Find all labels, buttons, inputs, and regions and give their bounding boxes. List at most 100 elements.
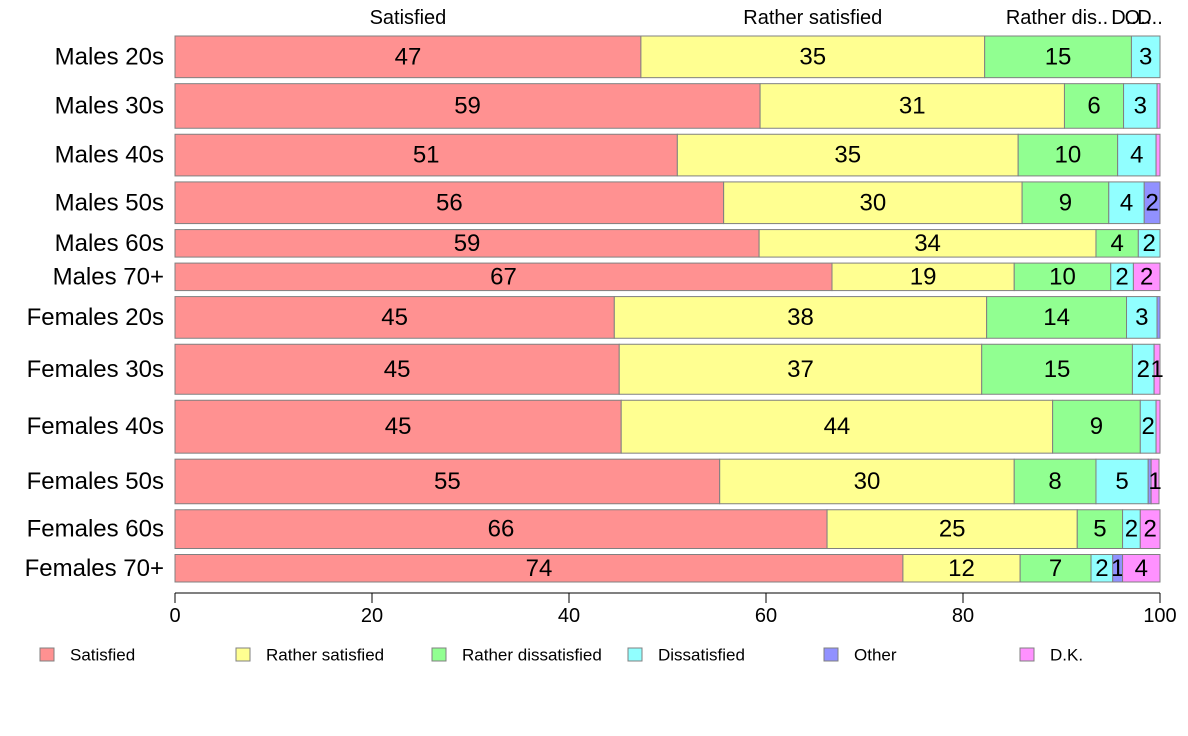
data-label: 9 xyxy=(1090,413,1103,440)
bar-segment-7-5 xyxy=(1156,296,1161,339)
data-label: 38 xyxy=(787,304,814,331)
data-label: 66 xyxy=(488,516,515,543)
bar-segment-8-1 xyxy=(174,343,620,395)
bar-segment-11-6 xyxy=(1139,509,1161,549)
bar-segment-4-2 xyxy=(723,181,1023,225)
data-label: 8 xyxy=(1048,468,1061,495)
data-label: 35 xyxy=(834,142,861,169)
data-label: 2 xyxy=(1115,263,1128,290)
bar-segment-4-1 xyxy=(174,181,725,225)
data-label: 5 xyxy=(1093,516,1106,543)
data-label: 45 xyxy=(384,356,411,383)
data-label: 10 xyxy=(1055,142,1082,169)
bar-segment-7-2 xyxy=(613,296,988,339)
data-label: 15 xyxy=(1045,43,1072,70)
legend-label: Satisfied xyxy=(70,646,135,665)
data-label: 59 xyxy=(454,92,481,119)
category-label: Males 40s xyxy=(55,142,164,169)
bar-segment-4-5 xyxy=(1143,181,1161,225)
bar-segment-2-2 xyxy=(759,83,1065,129)
data-label: 2 xyxy=(1142,413,1155,440)
bar-segment-12-6 xyxy=(1122,554,1161,583)
bar-segment-2-1 xyxy=(174,83,761,129)
column-header: Satisfied xyxy=(370,7,447,29)
category-label: Males 50s xyxy=(55,189,164,216)
x-tick-label: 60 xyxy=(755,605,777,627)
bar-segment-1-4 xyxy=(1130,35,1161,79)
bar-segment-1-3 xyxy=(984,35,1132,79)
bar-segment-10-6 xyxy=(1150,458,1160,505)
category-label: Males 70+ xyxy=(53,263,164,290)
legend-label: Other xyxy=(854,646,897,665)
category-label: Females 70+ xyxy=(25,555,164,582)
data-label: 44 xyxy=(824,413,851,440)
legend-swatch xyxy=(431,647,447,662)
data-label: 56 xyxy=(436,189,463,216)
x-tick-label: 80 xyxy=(952,605,974,627)
data-label: 2 xyxy=(1095,555,1108,582)
data-label: 45 xyxy=(385,413,412,440)
data-label: 30 xyxy=(860,189,887,216)
bar-segment-7-4 xyxy=(1126,296,1158,339)
data-label: 19 xyxy=(910,263,937,290)
column-header: D.. xyxy=(1111,7,1137,29)
data-label: 2 xyxy=(1125,516,1138,543)
bar-segment-7-3 xyxy=(986,296,1128,339)
category-label: Females 60s xyxy=(27,516,164,543)
legend-swatch xyxy=(235,647,251,662)
legend-swatch xyxy=(1019,647,1035,662)
x-axis: 0 20 40 60 80 100 xyxy=(169,592,1177,627)
data-label: 67 xyxy=(490,263,517,290)
bar-segment-2-4 xyxy=(1123,83,1158,129)
data-label: 30 xyxy=(854,468,881,495)
data-label: 3 xyxy=(1135,304,1148,331)
bar-segment-5-4 xyxy=(1137,229,1161,258)
category-label: Males 20s xyxy=(55,43,164,70)
bar-segment-12-3 xyxy=(1019,554,1092,583)
data-label: 4 xyxy=(1135,555,1148,582)
legend-label: D.K. xyxy=(1050,646,1083,665)
category-label: Females 30s xyxy=(27,356,164,383)
category-label: Males 30s xyxy=(55,92,164,119)
data-label: 1 xyxy=(1148,468,1161,495)
bar-segment-2-6 xyxy=(1156,83,1161,129)
legend-label: Rather satisfied xyxy=(266,646,384,665)
data-label: 4 xyxy=(1110,230,1123,257)
data-label: 74 xyxy=(526,555,553,582)
bar-segment-11-1 xyxy=(174,509,828,549)
data-label: 1 xyxy=(1111,555,1124,582)
bar-segment-10-4 xyxy=(1095,458,1149,505)
data-label: 10 xyxy=(1049,263,1076,290)
data-label: 51 xyxy=(413,142,440,169)
bar-segment-1-2 xyxy=(640,35,986,79)
category-label: Females 50s xyxy=(27,468,164,495)
legend-swatch xyxy=(39,647,55,662)
bar-segment-8-3 xyxy=(981,343,1133,395)
bar-segment-12-1 xyxy=(174,554,904,583)
column-header: O.. xyxy=(1125,7,1152,29)
data-label: 31 xyxy=(899,92,926,119)
category-label: Males 60s xyxy=(55,230,164,257)
data-label: 9 xyxy=(1059,189,1072,216)
data-label: 59 xyxy=(454,230,481,257)
data-label: 7 xyxy=(1049,555,1062,582)
legend-swatch xyxy=(823,647,839,662)
data-label: 25 xyxy=(939,516,966,543)
legend-label: Dissatisfied xyxy=(658,646,745,665)
bar-segment-4-4 xyxy=(1108,181,1145,225)
bar-segment-10-2 xyxy=(719,458,1015,505)
bar-segment-1-1 xyxy=(174,35,642,79)
data-label: 4 xyxy=(1120,189,1133,216)
column-header: Rather dis.. xyxy=(1006,7,1108,29)
bar-segment-10-3 xyxy=(1013,458,1097,505)
data-label: 12 xyxy=(948,555,975,582)
data-label: 2 xyxy=(1137,356,1150,383)
bar-segment-11-3 xyxy=(1076,509,1124,549)
bar-segment-12-2 xyxy=(902,554,1021,583)
bar-segment-3-6 xyxy=(1155,133,1161,177)
data-label: 5 xyxy=(1115,468,1128,495)
bar-segment-2-3 xyxy=(1063,83,1125,129)
data-label: 1 xyxy=(1150,356,1163,383)
category-label: Females 20s xyxy=(27,304,164,331)
